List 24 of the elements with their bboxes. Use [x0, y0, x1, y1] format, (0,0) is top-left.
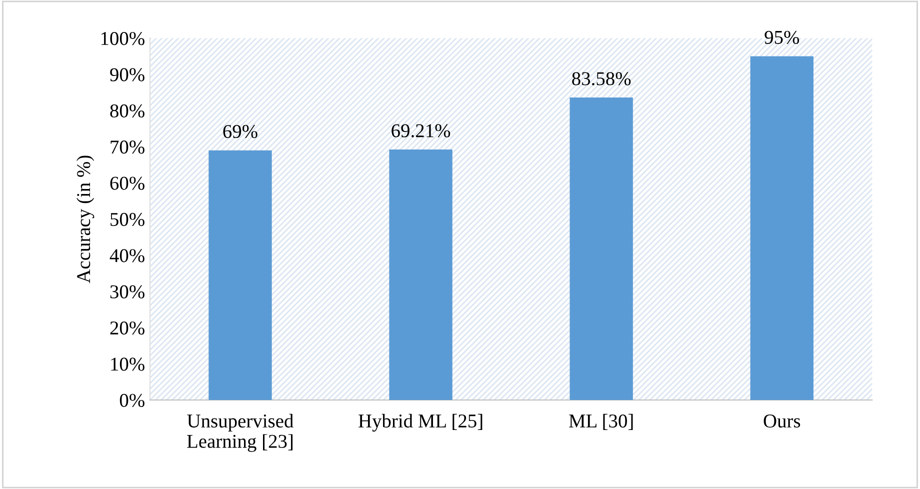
- bar: [208, 150, 272, 400]
- x-tick-label: Ours: [764, 414, 800, 428]
- y-tick-label: 100%: [101, 32, 144, 46]
- y-tick-label: 0%: [120, 394, 144, 408]
- data-label: 95%: [764, 30, 800, 44]
- bar: [389, 150, 452, 400]
- y-tick-label: 50%: [110, 212, 144, 226]
- data-label: 83.58%: [572, 72, 631, 86]
- data-label: 69%: [223, 124, 258, 138]
- x-tick-label: Unsupervised Learning [23]: [187, 414, 294, 452]
- y-tick-label: 60%: [110, 176, 144, 190]
- y-tick-label: 40%: [110, 249, 144, 262]
- y-tick-label: 30%: [110, 285, 144, 298]
- y-tick-label: 20%: [110, 321, 144, 335]
- x-tick-label: Hybrid ML [25]: [358, 414, 482, 432]
- y-tick-label: 80%: [110, 104, 144, 118]
- y-tick-label: 90%: [110, 68, 144, 82]
- bar: [570, 98, 633, 400]
- y-tick-label: 10%: [111, 358, 144, 371]
- y-tick-label: 70%: [110, 140, 144, 154]
- bar: [750, 56, 814, 400]
- data-label: 69.21%: [392, 124, 450, 138]
- x-tick-label: ML [30]: [569, 414, 633, 430]
- y-axis-title: Accuracy (in %): [76, 156, 94, 284]
